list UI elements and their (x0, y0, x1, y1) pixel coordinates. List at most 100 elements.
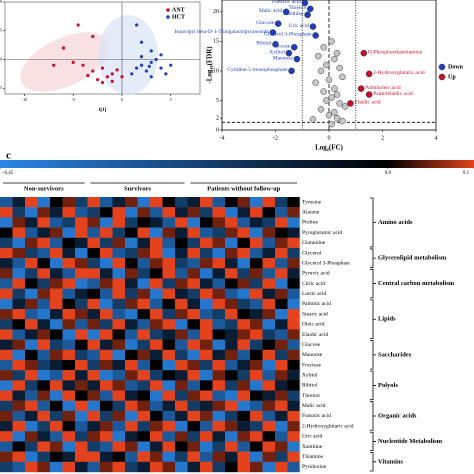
heatmap-cell (87, 390, 101, 401)
heatmap-cell (125, 247, 138, 259)
heatmap-cell (50, 421, 63, 432)
heatmap-cell (50, 288, 63, 300)
x-tick-label: -5 (72, 97, 75, 102)
heatmap-cell (37, 421, 51, 432)
heatmap-cell (12, 421, 26, 432)
heatmap-cell (25, 461, 38, 473)
heatmap-cell (237, 431, 251, 442)
heatmap-cell (0, 421, 13, 432)
heatmap-cell (137, 410, 151, 422)
point (154, 57, 158, 62)
heatmap-cell (25, 258, 38, 269)
heatmap-cell (112, 370, 126, 381)
x-axis-label: Log₂(FC) (315, 144, 343, 152)
heatmap-cell (162, 288, 176, 300)
heatmap-cell (237, 309, 251, 320)
heatmap-cell (37, 237, 51, 249)
heatmap-cell (150, 329, 163, 340)
heatmap-cell (225, 247, 238, 259)
point (274, 20, 282, 27)
heatmap-cell (137, 421, 151, 432)
heatmap-cell (150, 288, 163, 300)
point (135, 66, 139, 70)
heatmap-cell (0, 288, 13, 300)
heatmap-cell (37, 400, 51, 412)
heatmap-cell (112, 421, 126, 432)
heatmap-cell (50, 227, 63, 238)
heatmap-cell (150, 298, 163, 310)
heatmap-cell (287, 441, 301, 452)
heatmap-cell (162, 247, 176, 259)
point-label: Cytidine-5-monophosphate (227, 67, 288, 73)
heatmap-cell (250, 268, 263, 279)
heatmap-cell (112, 349, 126, 361)
heatmap-cell (125, 349, 138, 361)
row-label: Elaidic acid (302, 332, 328, 338)
point (86, 74, 90, 78)
heatmap-cell (262, 319, 276, 330)
heatmap-cell (0, 359, 13, 371)
point (317, 106, 325, 113)
point (164, 72, 168, 76)
heatmap-cell (112, 441, 126, 452)
class-label: Saccharides (378, 351, 412, 358)
heatmap-cell (100, 268, 113, 279)
heatmap-cell (0, 197, 13, 208)
heatmap-cell (137, 339, 151, 350)
point (315, 52, 322, 60)
row-label: Malic acid (302, 403, 326, 409)
heatmap-cell (237, 278, 251, 289)
heatmap-cell (287, 207, 301, 218)
heatmap-cell (62, 400, 76, 412)
heatmap-cell (200, 451, 213, 463)
heatmap-cell (162, 421, 176, 432)
heatmap-cell (50, 207, 63, 218)
heatmap-cell (75, 288, 88, 300)
heatmap-cell (25, 451, 38, 463)
heatmap-cell (12, 278, 26, 289)
heatmap-cell (175, 217, 188, 228)
heatmap-cell (50, 329, 63, 340)
heatmap-cell (262, 410, 276, 422)
heatmap-cell (12, 339, 26, 350)
heatmap-cell (100, 400, 113, 412)
heatmap-cell (100, 247, 113, 259)
heatmap-cell (112, 359, 126, 371)
heatmap-cell (75, 431, 88, 442)
heatmap-cell (187, 359, 201, 371)
heatmap-cell (112, 197, 126, 208)
heatmap-cell (137, 258, 151, 269)
heatmap-cell (250, 390, 263, 401)
point (304, 11, 311, 19)
heatmap-cell (25, 329, 38, 340)
heatmap-cell (237, 329, 251, 340)
heatmap-cell (62, 329, 76, 340)
point-label: Xylitol (269, 49, 285, 55)
heatmap-cell (112, 309, 126, 320)
point (333, 91, 341, 98)
heatmap-cell (250, 410, 263, 422)
heatmap-cell (100, 349, 113, 361)
point-label: Mannose (273, 55, 294, 61)
heatmap-cell (175, 451, 188, 463)
heatmap-cell (175, 400, 188, 412)
heatmap-cell (125, 400, 138, 412)
heatmap-cell (75, 451, 88, 463)
heatmap-cell (187, 431, 201, 442)
heatmap-cell (12, 227, 26, 238)
heatmap-cell (125, 298, 138, 310)
heatmap-cell (212, 237, 226, 249)
point (269, 29, 277, 36)
heatmap-cell (150, 370, 163, 381)
heatmap-cell (212, 370, 226, 381)
heatmap-cell (150, 390, 163, 401)
point (360, 49, 368, 57)
point (331, 109, 338, 116)
heatmap-cell (250, 380, 263, 391)
heatmap-cell (12, 329, 26, 340)
heatmap-cell (50, 461, 63, 473)
row-label: Ribitol (302, 383, 318, 389)
heatmap-cell (275, 298, 288, 310)
heatmap-cell (287, 390, 301, 401)
heatmap-cell (175, 359, 188, 371)
